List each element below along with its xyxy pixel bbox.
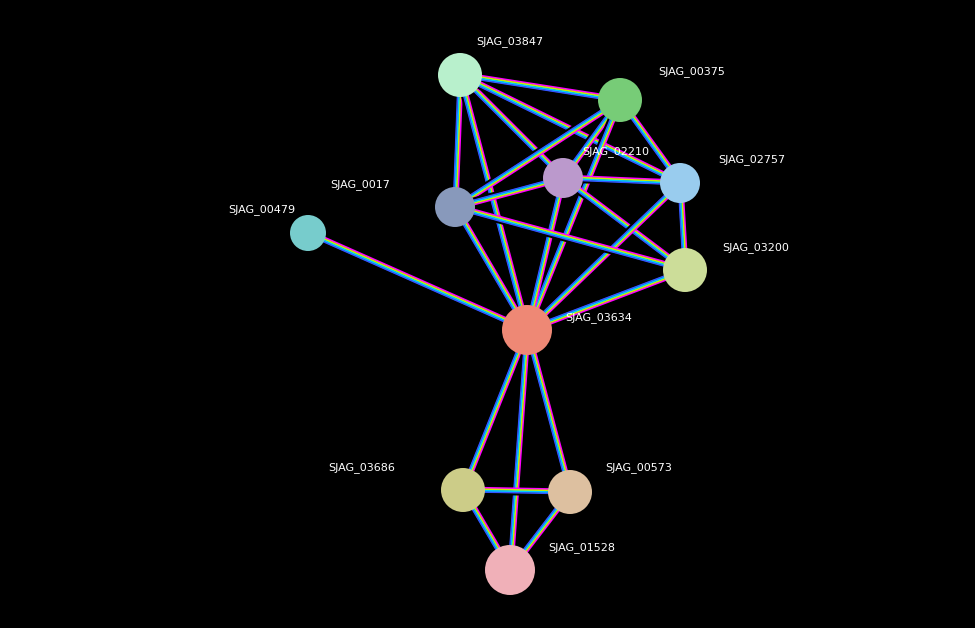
Circle shape: [663, 248, 707, 292]
Text: SJAG_00479: SJAG_00479: [228, 205, 295, 215]
Circle shape: [598, 78, 642, 122]
Text: SJAG_02757: SJAG_02757: [718, 154, 785, 165]
Text: SJAG_00375: SJAG_00375: [658, 67, 724, 77]
Circle shape: [548, 470, 592, 514]
Text: SJAG_01528: SJAG_01528: [548, 543, 615, 553]
Text: SJAG_0017: SJAG_0017: [331, 180, 390, 190]
Text: SJAG_03686: SJAG_03686: [329, 463, 395, 474]
Text: SJAG_03200: SJAG_03200: [722, 242, 789, 254]
Text: SJAG_02210: SJAG_02210: [582, 146, 649, 158]
Text: SJAG_03634: SJAG_03634: [565, 313, 632, 323]
Circle shape: [290, 215, 326, 251]
Circle shape: [660, 163, 700, 203]
Text: SJAG_03847: SJAG_03847: [477, 36, 544, 48]
Circle shape: [441, 468, 485, 512]
Circle shape: [502, 305, 552, 355]
Circle shape: [438, 53, 482, 97]
Circle shape: [435, 187, 475, 227]
Circle shape: [543, 158, 583, 198]
Circle shape: [485, 545, 535, 595]
Text: SJAG_00573: SJAG_00573: [605, 463, 672, 474]
